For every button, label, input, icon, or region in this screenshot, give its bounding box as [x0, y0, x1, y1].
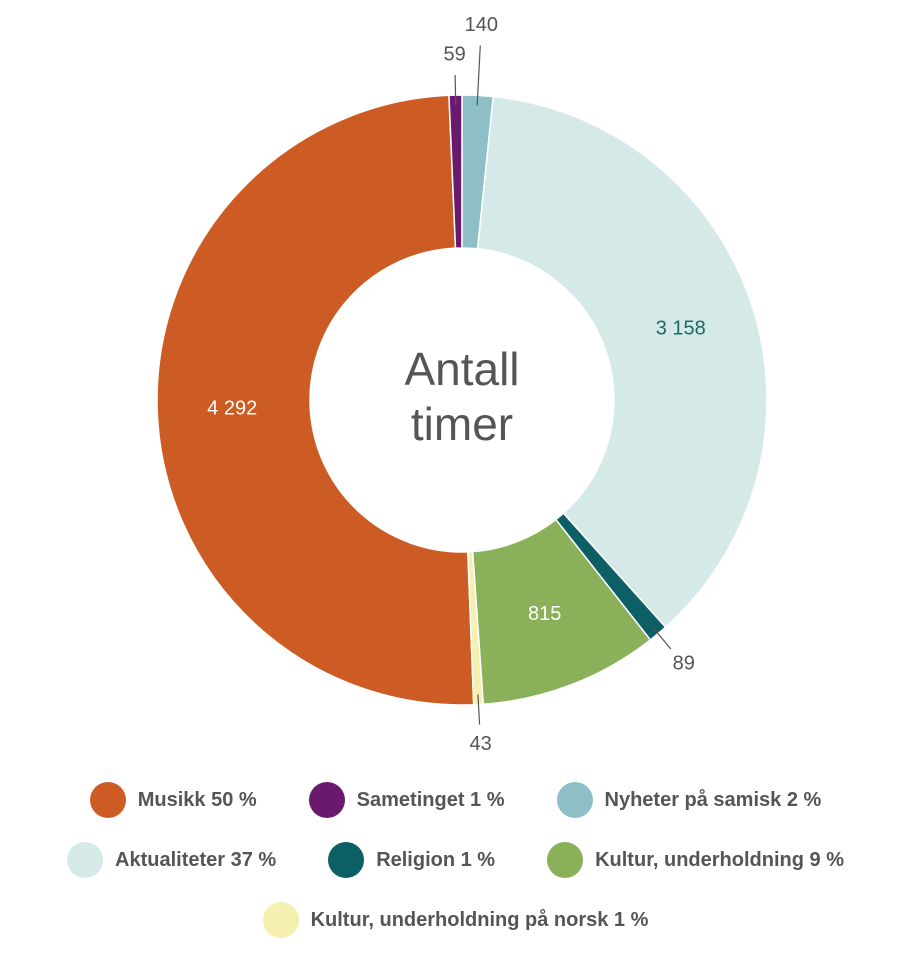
legend: Musikk 50 % Sametinget 1 % Nyheter på sami…	[0, 770, 911, 950]
legend-item: Sametinget 1 %	[308, 782, 505, 818]
legend-label: Musikk 50 %	[137, 788, 257, 811]
legend-label: Religion 1 %	[376, 848, 496, 871]
legend-swatch	[328, 842, 365, 878]
legend-row: Musikk 50 % Sametinget 1 % Nyheter på sami…	[0, 770, 911, 830]
center-label: Antall	[404, 343, 519, 395]
data-label: 4 292	[207, 398, 257, 420]
leader-line	[651, 625, 672, 650]
legend-item: Kultur, underholdning 9 %	[547, 842, 844, 878]
legend-label: Nyheter på samisk 2 %	[604, 788, 822, 811]
legend-item: Musikk 50 %	[89, 782, 257, 818]
data-label: 43	[470, 733, 492, 755]
data-label: 3 158	[656, 317, 706, 339]
slice	[476, 95, 768, 629]
legend-swatch	[67, 842, 104, 878]
legend-row: Kultur, underholdning på norsk 1 %	[0, 890, 911, 950]
legend-row: Aktualiteter 37 % Religion 1 % Kultur, und…	[0, 830, 911, 890]
legend-swatch	[547, 842, 584, 878]
slice	[467, 550, 485, 706]
legend-label: Aktualiteter 37 %	[115, 848, 277, 871]
data-label: 59	[444, 43, 466, 65]
legend-item: Aktualiteter 37 %	[67, 842, 276, 878]
slice	[156, 94, 475, 706]
legend-item: Nyheter på samisk 2 %	[556, 782, 822, 818]
legend-swatch	[89, 782, 126, 818]
legend-label: Kultur, underholdning 9 %	[595, 848, 844, 871]
legend-swatch	[308, 782, 345, 818]
legend-swatch	[262, 902, 299, 938]
data-label: 815	[528, 603, 561, 625]
legend-swatch	[556, 782, 593, 818]
data-label: 140	[465, 14, 498, 36]
data-label: 89	[673, 653, 695, 675]
chart: Antall timer 4 292 59 140 3 158 89 815 43	[156, 14, 768, 755]
legend-label: Sametinget 1 %	[356, 788, 505, 811]
legend-label: Kultur, underholdning på norsk 1 %	[310, 908, 649, 931]
leader-line	[476, 45, 481, 106]
center-label: timer	[411, 398, 513, 450]
leader-line	[454, 75, 457, 106]
leader-line	[477, 694, 481, 725]
legend-item: Kultur, underholdning på norsk 1 %	[262, 902, 649, 938]
legend-item: Religion 1 %	[328, 842, 495, 878]
